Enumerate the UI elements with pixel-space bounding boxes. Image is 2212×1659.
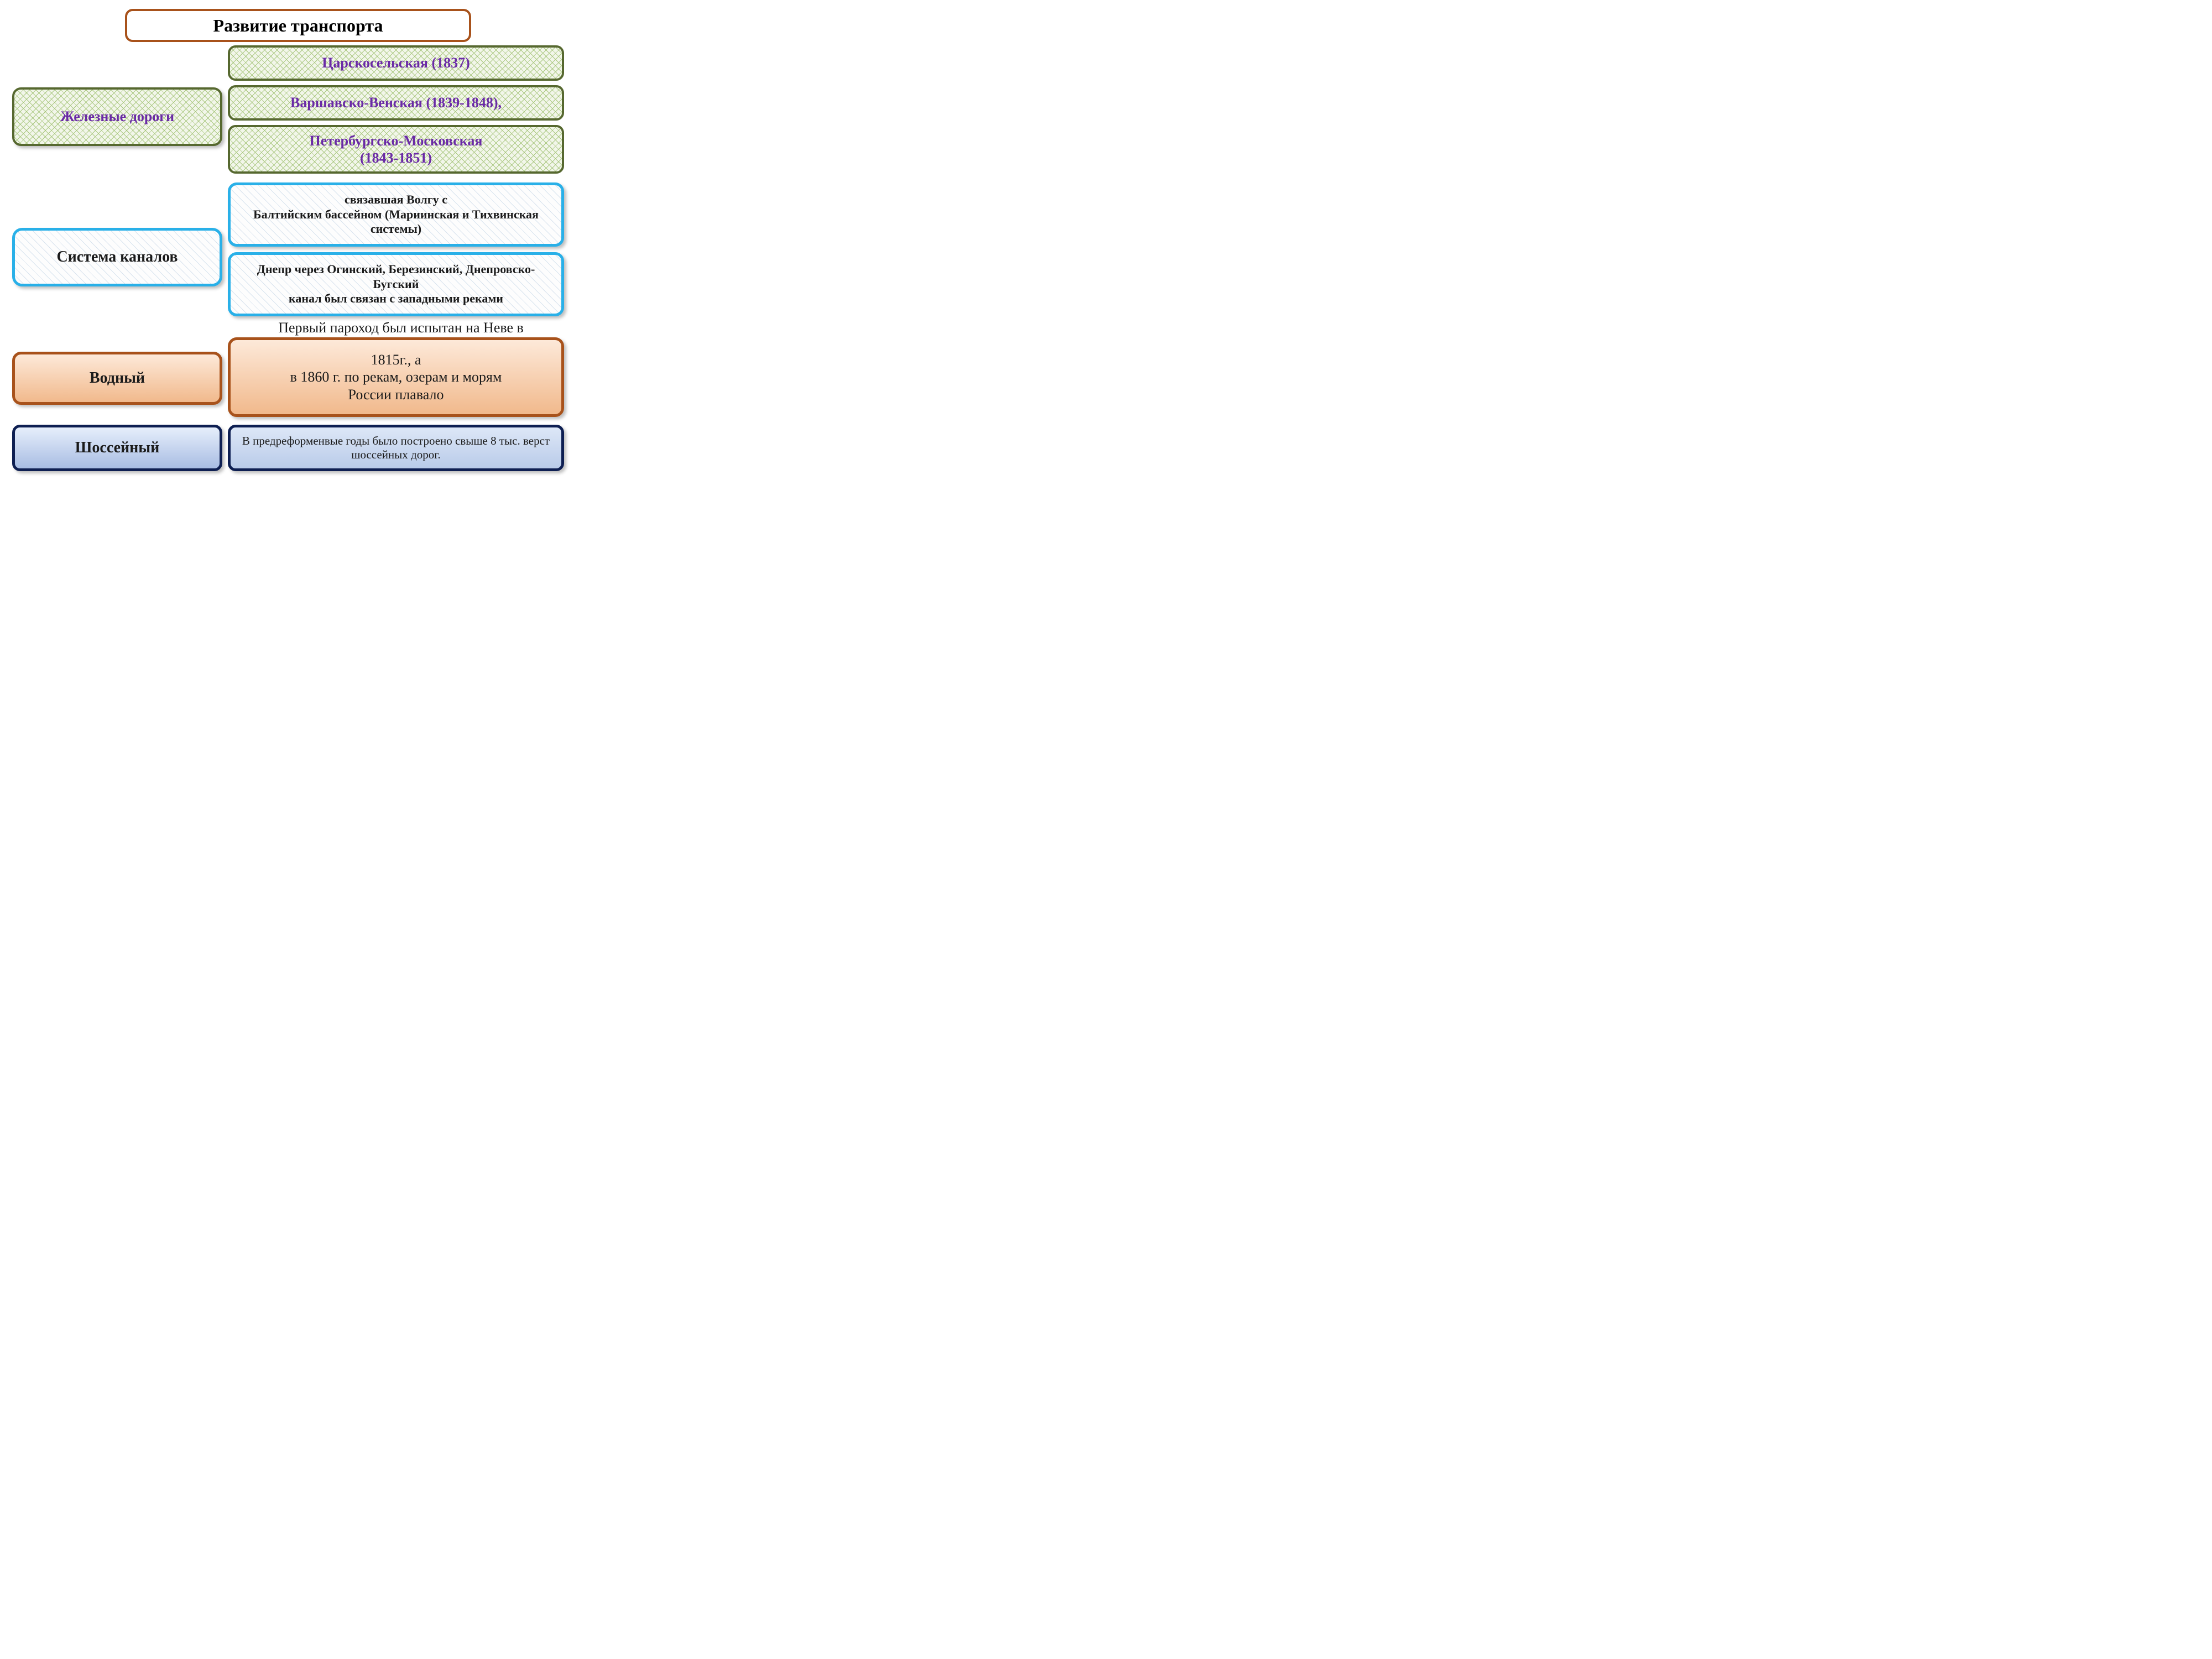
rail-item-0: Царскосельская (1837): [228, 45, 564, 81]
rail-item-1: Варшавско-Венская (1839-1848),: [228, 85, 564, 121]
category-highway: Шоссейный: [12, 425, 222, 471]
category-rail-label: Железные дороги: [60, 108, 174, 125]
water-item-0: 1815г., ав 1860 г. по рекам, озерам и мо…: [228, 337, 564, 417]
canals-item-0-text: связавшая Волгу сБалтийским бассейном (М…: [237, 192, 555, 236]
canals-item-1-text: Днепр через Огинский, Березинский, Днепр…: [237, 262, 555, 306]
page-title: Развитие транспорта: [125, 9, 471, 42]
water-overflow-text-label: Первый пароход был испытан на Неве в: [278, 319, 524, 336]
category-rail: Железные дороги: [12, 87, 222, 146]
category-water: Водный: [12, 352, 222, 405]
water-item-0-text: 1815г., ав 1860 г. по рекам, озерам и мо…: [290, 351, 502, 403]
highway-item-0: В предреформенвые годы было построено св…: [228, 425, 564, 471]
rail-item-0-text: Царскосельская (1837): [322, 54, 470, 71]
rail-item-2-text: Петербургско-Московская(1843-1851): [310, 132, 483, 166]
category-canals: Система каналов: [12, 228, 222, 286]
category-water-label: Водный: [90, 369, 145, 388]
water-overflow-text: Первый пароход был испытан на Неве в: [238, 319, 564, 337]
highway-item-0-text: В предреформенвые годы было построено св…: [237, 434, 555, 462]
page-title-text: Развитие транспорта: [213, 15, 383, 36]
rail-item-2: Петербургско-Московская(1843-1851): [228, 125, 564, 174]
canals-item-0: связавшая Волгу сБалтийским бассейном (М…: [228, 182, 564, 247]
rail-item-1-text: Варшавско-Венская (1839-1848),: [290, 94, 502, 111]
category-highway-label: Шоссейный: [75, 439, 160, 457]
category-canals-label: Система каналов: [56, 248, 178, 267]
canals-item-1: Днепр через Огинский, Березинский, Днепр…: [228, 252, 564, 316]
